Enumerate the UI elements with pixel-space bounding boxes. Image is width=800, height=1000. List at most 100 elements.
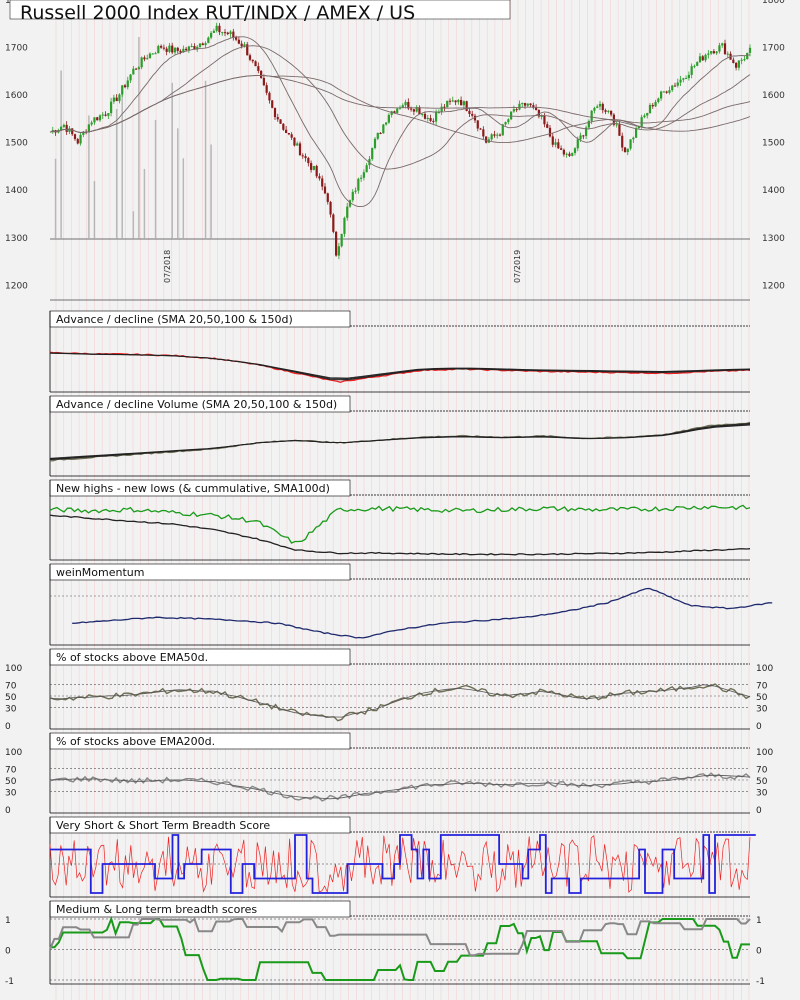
candle-body [185,48,188,51]
price-y-tick-right: 1500 [762,139,785,149]
panel-y-tick-left: 30 [5,789,17,799]
panel-y-tick-right: 70 [756,681,768,691]
candle-body [68,128,71,132]
candle-body [532,105,535,108]
candle-body [440,106,443,113]
candle-body [79,134,82,144]
candle-body [435,112,438,122]
candle-body [307,158,310,164]
vertical-gridlines [55,0,750,1000]
candle-body [335,231,338,256]
panel-y-tick-right: 0 [756,722,762,732]
candle-body [93,117,96,123]
candle-body [582,135,585,137]
candle-body [554,142,557,145]
candle-body [596,106,599,108]
candle-body [407,101,410,109]
candle-body [240,43,243,47]
candle-body [126,80,129,88]
candle-body [690,66,693,75]
candle-body [746,52,749,60]
candle-body [510,111,513,120]
candle-body [543,115,546,125]
candle-body [446,100,449,108]
candle-body [493,134,496,136]
candle-body [551,136,554,145]
candle-body [529,103,532,106]
candle-body [382,124,385,134]
candle-body [87,124,90,133]
candle-body [326,193,329,202]
panel-y-tick-right: 100 [756,748,773,758]
candle-body [376,132,379,139]
moving-average-2 [49,45,751,170]
candle-body [251,59,254,62]
candle-body [662,91,665,93]
candle-body [704,54,707,61]
candle-body [187,46,190,51]
candle-body [607,110,610,112]
candle-body [115,97,118,102]
candle-body [479,128,482,130]
candle-body [137,67,140,70]
panel-title: Medium & Long term breadth scores [56,903,257,916]
candle-body [593,107,596,111]
candle-body [468,110,471,114]
candle-body [273,107,277,118]
candle-body [485,136,488,143]
price-y-tick-right: 1200 [762,281,785,291]
candle-body [576,139,579,149]
candle-body [504,122,507,125]
candle-body [640,117,643,127]
candle-body [143,57,146,60]
candle-body [260,70,263,78]
candle-body [693,65,696,67]
candle-body [646,112,649,116]
candle-body [118,94,121,102]
candle-body [654,102,657,107]
candle-body [65,124,68,132]
candle-body [121,85,124,95]
candle-body [90,122,93,125]
candle-body [412,109,415,112]
moving-average-1 [49,36,751,208]
candle-body [171,45,174,53]
candle-body [601,103,604,111]
panel-y-tick-right: 100 [756,664,773,674]
candle-body [346,206,349,218]
candle-body [471,113,474,116]
price-y-tick-right: 1800 [762,0,785,6]
candle-body [276,117,279,120]
candle-body [404,101,407,106]
candle-body [629,139,632,149]
candle-body [421,113,424,115]
panel-title: Advance / decline Volume (SMA 20,50,100 … [56,398,337,411]
panel-y-tick-right: -1 [756,977,765,987]
candle-body [210,32,213,38]
candle-body [685,78,688,80]
series-line [49,504,751,544]
candle-body [443,106,446,108]
panel-title: weinMomentum [56,566,144,579]
candle-body [518,103,521,110]
candle-body [190,46,193,48]
candle-body [196,46,199,50]
candle-body [182,48,185,53]
panel-title: Advance / decline (SMA 20,50,100 & 150d) [56,313,293,326]
candle-body [160,45,163,48]
candle-body [237,39,240,44]
candle-body [76,139,79,144]
candle-body [343,217,346,234]
chart-title: Russell 2000 Index RUT/INDX / AMEX / US [20,2,415,24]
candle-body [579,135,582,140]
price-y-tick-right: 1400 [762,186,785,196]
candle-body [451,100,454,102]
candle-body [332,214,335,232]
candle-body [676,82,679,86]
candle-body [226,32,229,35]
candle-body [682,78,685,80]
panel-y-tick-left: 100 [5,664,22,674]
candle-body [473,115,477,121]
candle-body [748,47,752,53]
